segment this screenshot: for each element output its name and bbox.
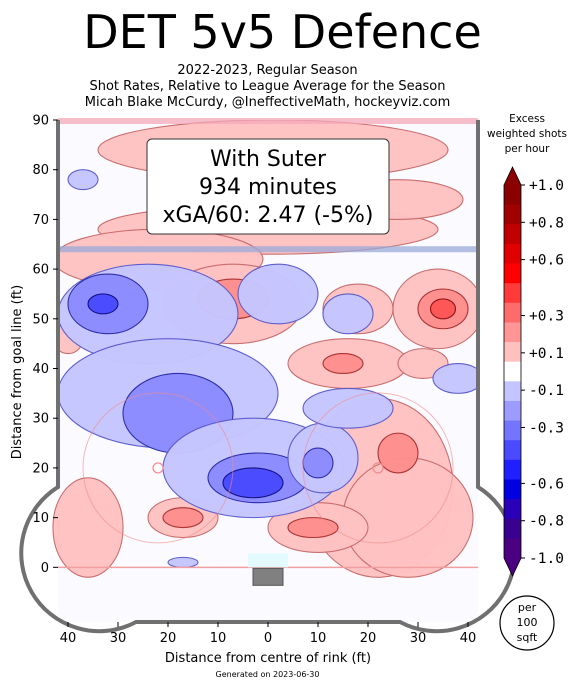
colorbar-tick-label: -0.8 <box>529 514 564 530</box>
colorbar-segment <box>504 224 521 245</box>
heatmap-region-excess-9 <box>429 298 457 320</box>
subtitle-description: Shot Rates, Relative to League Average f… <box>89 79 446 94</box>
colorbar-segment <box>504 499 521 520</box>
y-tick-label: 40 <box>32 362 49 377</box>
annotation-line-3: xGA/60: 2.47 (-5%) <box>163 203 374 228</box>
colorbar-segment <box>504 342 521 363</box>
colorbar-tick-label: -0.1 <box>529 383 564 399</box>
heatmap-region-excess-18 <box>287 517 339 539</box>
heatmap-region-deficit-34 <box>302 387 394 429</box>
x-tick-label: 40 <box>460 631 477 646</box>
y-axis-label: Distance from goal line (ft) <box>10 285 25 459</box>
per-area-badge: per 100 sqft <box>499 595 555 651</box>
colorbar-segment <box>504 302 521 324</box>
heatmap-region-deficit-31 <box>302 447 334 479</box>
colorbar-segment <box>504 440 521 461</box>
faceoff-dot-right <box>372 462 384 474</box>
y-tick-label: 90 <box>32 114 49 129</box>
blue-line <box>58 246 478 253</box>
chart-title: DET 5v5 Defence <box>83 5 482 59</box>
subtitle-season: 2022-2023, Regular Season <box>177 63 358 78</box>
colorbar-max-arrow <box>504 167 521 185</box>
heatmap-region-deficit-35 <box>432 362 484 394</box>
goal-net <box>252 567 284 586</box>
heatmap-region-excess-21 <box>52 477 124 578</box>
subtitle-author: Micah Blake McCurdy, @IneffectiveMath, h… <box>84 95 451 110</box>
heatmap-region-excess-16 <box>377 432 419 474</box>
x-tick-label: 30 <box>410 631 427 646</box>
colorbar-segment <box>504 283 521 304</box>
x-tick-label: 10 <box>310 631 327 646</box>
colorbar-tick-label: +0.8 <box>529 215 564 231</box>
colorbar-min-arrow <box>504 558 521 576</box>
axes: 40 30 20 10 0 10 20 30 40 0 10 20 30 40 50 60 70 80 90 <box>32 114 476 647</box>
colorbar-segment <box>504 204 521 225</box>
per-area-line-3: sqft <box>517 631 538 644</box>
heatmap-region-deficit-24 <box>87 293 119 315</box>
faceoff-dot-left <box>152 462 164 474</box>
x-tick-label: 20 <box>160 631 177 646</box>
y-tick-label: 80 <box>32 163 49 178</box>
colorbar-segment <box>504 538 521 559</box>
colorbar-title-line-2: weighted shots <box>487 128 567 140</box>
colorbar-segment <box>504 322 521 343</box>
per-area-line-1: per <box>518 601 537 614</box>
colorbar-segment <box>504 361 521 382</box>
colorbar-segment <box>504 479 521 500</box>
colorbar-segment <box>504 420 521 441</box>
x-tick-label: 20 <box>360 631 377 646</box>
y-tick-label: 0 <box>41 561 49 576</box>
heatmap-region-deficit-33 <box>322 293 374 335</box>
annotation-box: With Suter 934 minutes xGA/60: 2.47 (-5%… <box>146 138 390 235</box>
faceoff-circle-right <box>302 392 454 544</box>
per-area-line-2: 100 <box>517 616 538 629</box>
heatmap-region-deficit-37 <box>167 556 199 568</box>
heatmap-region-excess-12 <box>397 348 449 380</box>
colorbar-title-line-3: per hour <box>505 143 551 155</box>
y-tick-label: 60 <box>32 263 49 278</box>
colorbar-tick-label: -1.0 <box>529 551 564 567</box>
colorbar-tick-label: -0.6 <box>529 476 564 492</box>
heatmap-region-deficit-29 <box>222 467 284 499</box>
heatmap-region-excess-11 <box>322 353 364 375</box>
colorbar-segment <box>504 400 521 422</box>
y-tick-label: 50 <box>32 312 49 327</box>
annotation-line-1: With Suter <box>210 147 327 172</box>
colorbar-tick-label: +1.0 <box>529 178 564 194</box>
faceoff-circle-left <box>82 392 234 544</box>
colorbar-segment <box>504 459 521 481</box>
colorbar-segment <box>504 185 521 206</box>
heatmap-region-deficit-32 <box>237 263 319 325</box>
colorbar-tick-label: +0.3 <box>529 309 564 325</box>
colorbar-segment <box>504 243 521 265</box>
centre-red-line <box>58 118 478 124</box>
x-tick-label: 30 <box>110 631 127 646</box>
colorbar-segment <box>504 518 521 539</box>
colorbar-tick-label: -0.3 <box>529 420 564 436</box>
heatmap-region-excess-20 <box>162 507 204 529</box>
goal-crease <box>248 553 288 568</box>
colorbar-tick-label: +0.6 <box>529 253 564 269</box>
x-tick-label: 40 <box>60 631 77 646</box>
colorbar-title: Excess weighted shots per hour <box>487 113 567 155</box>
colorbar-segment <box>504 263 521 284</box>
annotation-line-2: 934 minutes <box>199 175 337 200</box>
x-axis-label: Distance from centre of rink (ft) <box>165 651 371 666</box>
colorbar-tick-label: +0.1 <box>529 346 564 362</box>
colorbar: +1.0 +0.8 +0.6 +0.3 +0.1 -0.1 -0.3 -0.6 -0.8 -1.0 <box>503 166 564 577</box>
y-tick-label: 20 <box>32 461 49 476</box>
x-tick-label: 0 <box>264 631 272 646</box>
x-tick-label: 10 <box>210 631 227 646</box>
y-tick-label: 70 <box>32 213 49 228</box>
colorbar-title-line-1: Excess <box>509 113 545 125</box>
generated-date: Generated on 2023-06-30 <box>215 670 320 679</box>
colorbar-segment <box>504 381 521 402</box>
y-tick-label: 10 <box>32 511 49 526</box>
y-tick-label: 30 <box>32 412 49 427</box>
heatmap-region-deficit-36 <box>67 169 99 191</box>
